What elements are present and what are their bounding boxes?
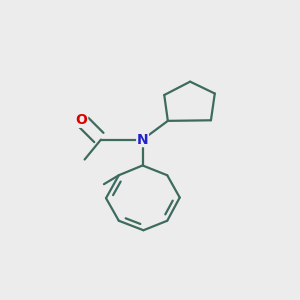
Text: N: N <box>137 133 148 147</box>
Text: O: O <box>76 113 88 127</box>
